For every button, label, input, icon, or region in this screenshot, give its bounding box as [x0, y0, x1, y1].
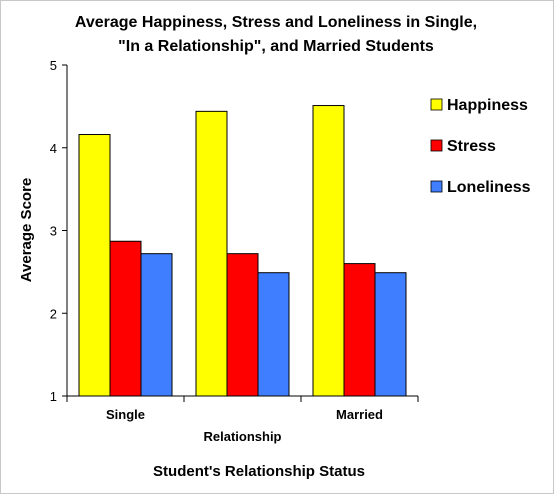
chart-title-line-2: "In a Relationship", and Married Student… — [118, 38, 434, 55]
bar-stress-single — [109, 240, 142, 397]
bar-stress-relationship — [226, 253, 259, 397]
legend-label-happiness: Happiness — [447, 97, 528, 114]
y-tick-label: 3 — [50, 224, 57, 239]
x-axis-title: Student's Relationship Status — [153, 463, 365, 480]
legend-label-stress: Stress — [447, 138, 496, 155]
x-tick-label: Single — [106, 407, 145, 422]
chart-title-line-1: Average Happiness, Stress and Loneliness… — [75, 14, 477, 31]
y-tick-label: 1 — [50, 389, 57, 404]
y-tick-label: 2 — [50, 306, 57, 321]
bar-happiness-single — [78, 134, 111, 397]
legend-swatch-stress — [430, 139, 443, 152]
y-tick-label: 5 — [50, 58, 57, 73]
bar-loneliness-married — [374, 272, 407, 397]
bar-loneliness-single — [140, 253, 173, 397]
bar-stress-married — [343, 263, 376, 397]
x-tick-label: Married — [336, 407, 383, 422]
legend-swatch-loneliness — [430, 180, 443, 193]
x-tick-label: Relationship — [203, 429, 281, 444]
legend-swatch-happiness — [430, 98, 443, 111]
bar-happiness-married — [312, 105, 345, 397]
y-tick-label: 4 — [50, 141, 57, 156]
bar-loneliness-relationship — [257, 272, 290, 397]
y-axis-title: Average Score — [18, 178, 35, 283]
bar-happiness-relationship — [195, 110, 228, 397]
legend: Happiness Stress Loneliness — [430, 97, 531, 196]
plot-area: 1 2 3 4 5 Single Relationship Married — [50, 58, 419, 444]
legend-label-loneliness: Loneliness — [447, 179, 531, 196]
